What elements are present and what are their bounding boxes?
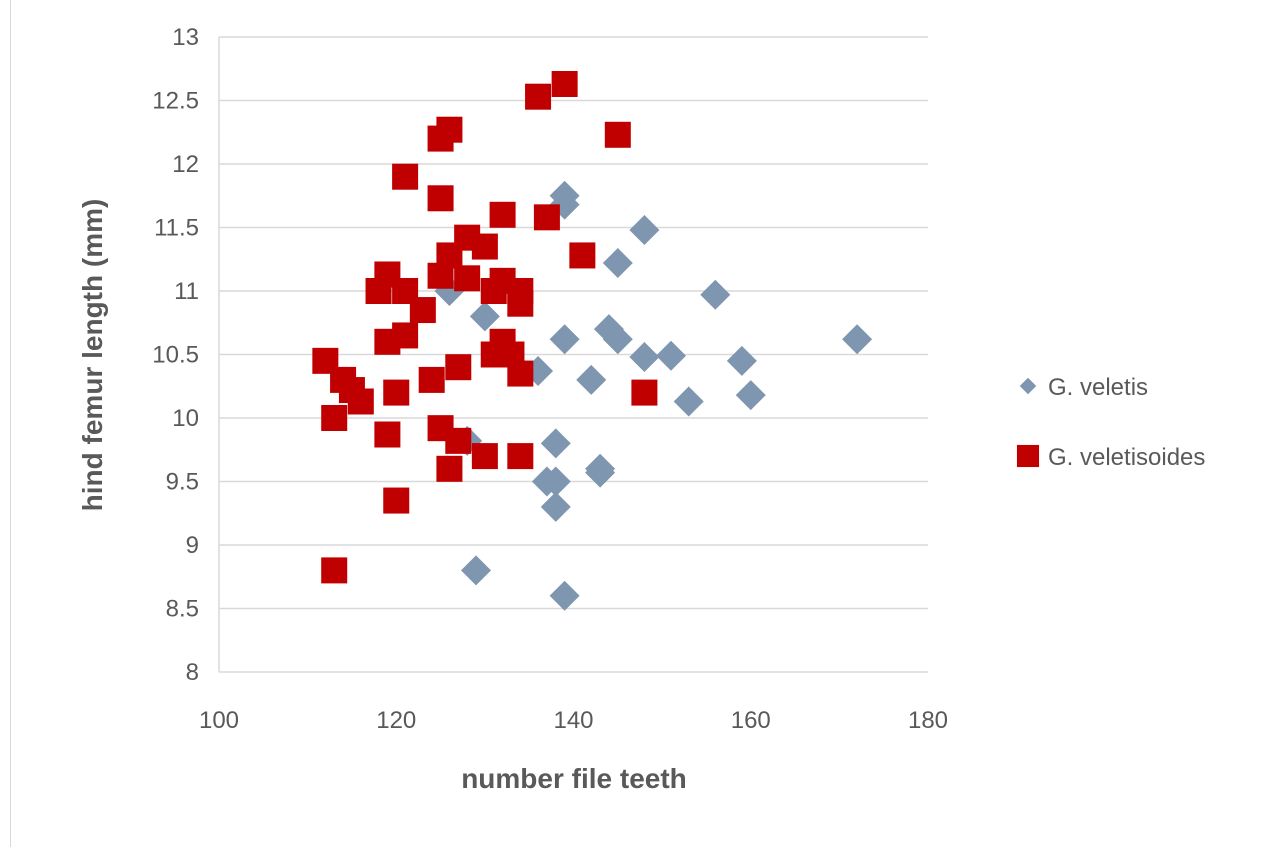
data-point-s1-30 — [507, 360, 534, 387]
data-point-s1-7 — [489, 201, 516, 228]
data-point-s1-17 — [365, 278, 392, 304]
x-tick-label-4: 180 — [908, 707, 948, 734]
y-tick-label-8: 12 — [172, 151, 199, 178]
data-point-s0-19 — [540, 428, 571, 459]
y-tick-label-2: 9 — [186, 532, 199, 559]
series-g-veletisoides — [312, 70, 658, 584]
data-point-s1-1 — [525, 83, 552, 110]
legend: G. veletis G. veletisoides — [1016, 374, 1205, 471]
data-point-s0-23 — [540, 466, 571, 497]
y-tick-label-10: 13 — [172, 24, 199, 51]
data-point-s1-5 — [392, 163, 419, 190]
x-tick-label-0: 100 — [199, 707, 239, 734]
data-point-s1-4 — [427, 125, 454, 152]
data-point-s0-9 — [549, 324, 580, 355]
data-point-s0-4 — [700, 279, 731, 310]
y-tick-label-0: 8 — [186, 659, 199, 686]
data-point-s0-2 — [629, 215, 660, 246]
data-point-s1-36 — [347, 388, 374, 415]
x-tick-label-3: 160 — [731, 707, 771, 734]
legend-marker-0 — [1019, 377, 1037, 395]
data-point-s1-43 — [436, 455, 463, 482]
y-tick-label-5: 10.5 — [152, 342, 199, 369]
data-point-s1-27 — [480, 341, 507, 368]
data-point-s1-15 — [454, 265, 481, 292]
data-point-s1-32 — [418, 366, 445, 393]
series-g-veletis — [434, 180, 873, 611]
data-point-s0-3 — [602, 248, 633, 279]
y-tick-label-1: 8.5 — [166, 596, 199, 623]
data-point-s0-13 — [726, 345, 757, 376]
legend-label-0: G. veletis — [1048, 374, 1148, 401]
data-point-s1-14 — [427, 262, 454, 289]
data-point-s0-25 — [461, 555, 492, 586]
data-point-s1-0 — [551, 70, 578, 97]
data-point-s1-41 — [471, 443, 498, 470]
legend-marker-1 — [1016, 444, 1040, 468]
x-axis-ticks: 100 120 140 160 180 — [199, 707, 948, 734]
data-point-s0-12 — [655, 340, 686, 371]
data-point-s0-10 — [842, 324, 873, 355]
data-point-s0-6 — [469, 301, 500, 332]
data-point-s0-15 — [576, 364, 607, 395]
data-point-s1-24 — [374, 328, 401, 355]
x-tick-label-2: 140 — [553, 707, 593, 734]
y-tick-label-9: 12.5 — [152, 88, 199, 115]
data-point-s1-10 — [471, 233, 498, 260]
data-point-s0-11 — [629, 342, 660, 373]
data-point-s1-22 — [409, 297, 436, 324]
data-point-s0-17 — [673, 386, 704, 417]
chart-frame-border — [10, 0, 11, 847]
data-point-s1-35 — [631, 379, 658, 406]
y-tick-label-3: 9.5 — [166, 469, 199, 496]
data-points — [312, 70, 873, 611]
data-point-s1-34 — [383, 379, 410, 406]
data-point-s1-19 — [480, 278, 507, 304]
data-point-s1-39 — [374, 421, 401, 448]
data-point-s1-21 — [507, 290, 534, 317]
data-point-s1-45 — [321, 557, 348, 584]
y-tick-label-7: 11.5 — [154, 215, 199, 242]
x-axis-title: number file teeth — [461, 763, 687, 794]
data-point-s1-42 — [507, 443, 534, 470]
data-point-s1-29 — [445, 354, 472, 381]
data-point-s1-40 — [445, 427, 472, 454]
data-point-s1-11 — [569, 242, 596, 269]
y-tick-label-6: 11 — [174, 278, 199, 305]
data-point-s1-6 — [427, 185, 454, 212]
data-point-s0-21 — [585, 457, 616, 488]
data-point-s0-26 — [549, 580, 580, 611]
data-point-s1-44 — [383, 487, 410, 514]
y-tick-label-4: 10 — [172, 405, 199, 432]
data-point-s1-2 — [604, 121, 631, 148]
data-point-s0-8 — [602, 324, 633, 355]
x-tick-label-1: 120 — [376, 707, 416, 734]
legend-label-1: G. veletisoides — [1048, 444, 1205, 471]
data-point-s1-8 — [533, 204, 560, 231]
data-point-s0-24 — [540, 491, 571, 522]
y-axis-ticks: 8 8.5 9 9.5 10 10.5 11 11.5 12 12.5 13 — [152, 24, 199, 686]
data-point-s0-16 — [735, 380, 766, 411]
y-axis-title: hind femur length (mm) — [77, 199, 108, 512]
data-point-s1-37 — [321, 405, 348, 431]
